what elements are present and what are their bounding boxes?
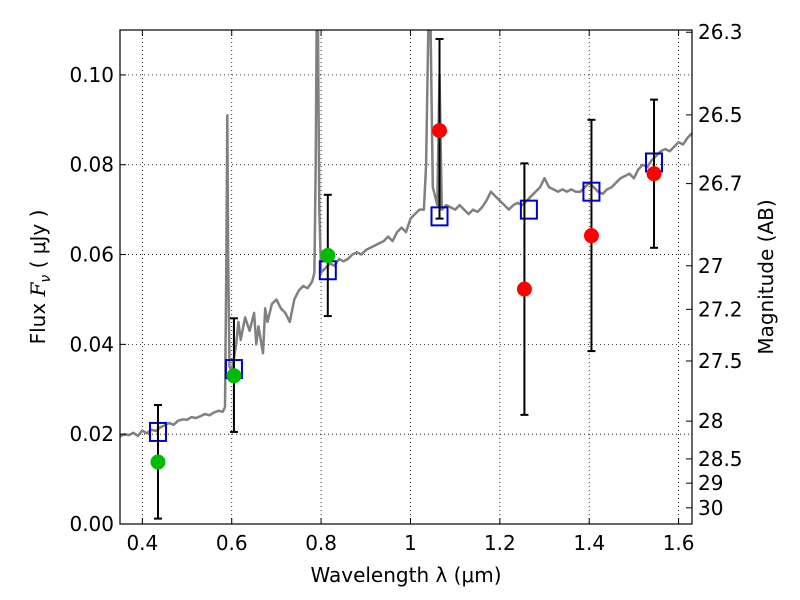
observed_red-point xyxy=(646,166,662,182)
x-tick-label: 0.4 xyxy=(126,531,158,555)
right-tick-label: 27 xyxy=(698,254,723,278)
y-tick-label: 0.10 xyxy=(69,63,114,87)
y-axis-label-unit: ( μJy ) xyxy=(26,210,50,275)
right-tick-label: 26.3 xyxy=(698,20,743,44)
right-tick-label: 29 xyxy=(698,471,723,495)
plot-frame xyxy=(119,29,693,525)
x-tick-label: 1.2 xyxy=(484,531,516,555)
plot-background xyxy=(120,30,692,524)
series-layer xyxy=(120,30,692,438)
y-axis-label: Flux Fν ( μJy ) xyxy=(26,210,54,345)
y-axis-label-subscript: ν xyxy=(38,275,54,283)
observed_red-point xyxy=(516,281,532,297)
right-tick-label: 26.7 xyxy=(698,172,743,196)
x-tick-label: 1 xyxy=(404,531,417,555)
observed_green-point xyxy=(226,368,242,384)
model-flux-square xyxy=(519,199,538,220)
right-tick-label: 28.5 xyxy=(698,447,743,471)
x-tick-label: 0.6 xyxy=(216,531,248,555)
y-tick-label: 0.08 xyxy=(69,153,114,177)
right-tick-label: 28 xyxy=(698,409,723,433)
right-axis-label: Magnitude (AB) xyxy=(754,199,778,354)
observed_red-point xyxy=(583,228,599,244)
spectrum-line xyxy=(120,30,692,438)
x-tick-label: 1.6 xyxy=(663,531,695,555)
observed_green-point xyxy=(150,454,166,470)
y-tick-label: 0.02 xyxy=(69,422,114,446)
marker-layer xyxy=(148,37,664,520)
y-tick-label: 0.00 xyxy=(69,512,114,536)
y-axis-label-symbol: F xyxy=(26,281,50,297)
x-tick-label: 1.4 xyxy=(573,531,605,555)
right-tick-label: 27.5 xyxy=(698,349,743,373)
ticks: 0.4 0.6 0.8 1 1.2 1.4 1.6 0.00 0.02 0.04 0.06 0.08 0… xyxy=(69,20,742,555)
y-tick-label: 0.06 xyxy=(69,243,114,267)
observed_green-point xyxy=(320,247,336,263)
x-tick-label: 0.8 xyxy=(305,531,337,555)
observed_red-point xyxy=(432,123,448,139)
x-axis-label: Wavelength λ (μm) xyxy=(310,563,501,587)
y-axis-label-prefix: Flux xyxy=(26,296,50,344)
y-tick-label: 0.04 xyxy=(69,332,114,356)
right-tick-label: 26.5 xyxy=(698,103,743,127)
right-tick-label: 27.2 xyxy=(698,297,743,321)
right-tick-label: 30 xyxy=(698,496,723,520)
